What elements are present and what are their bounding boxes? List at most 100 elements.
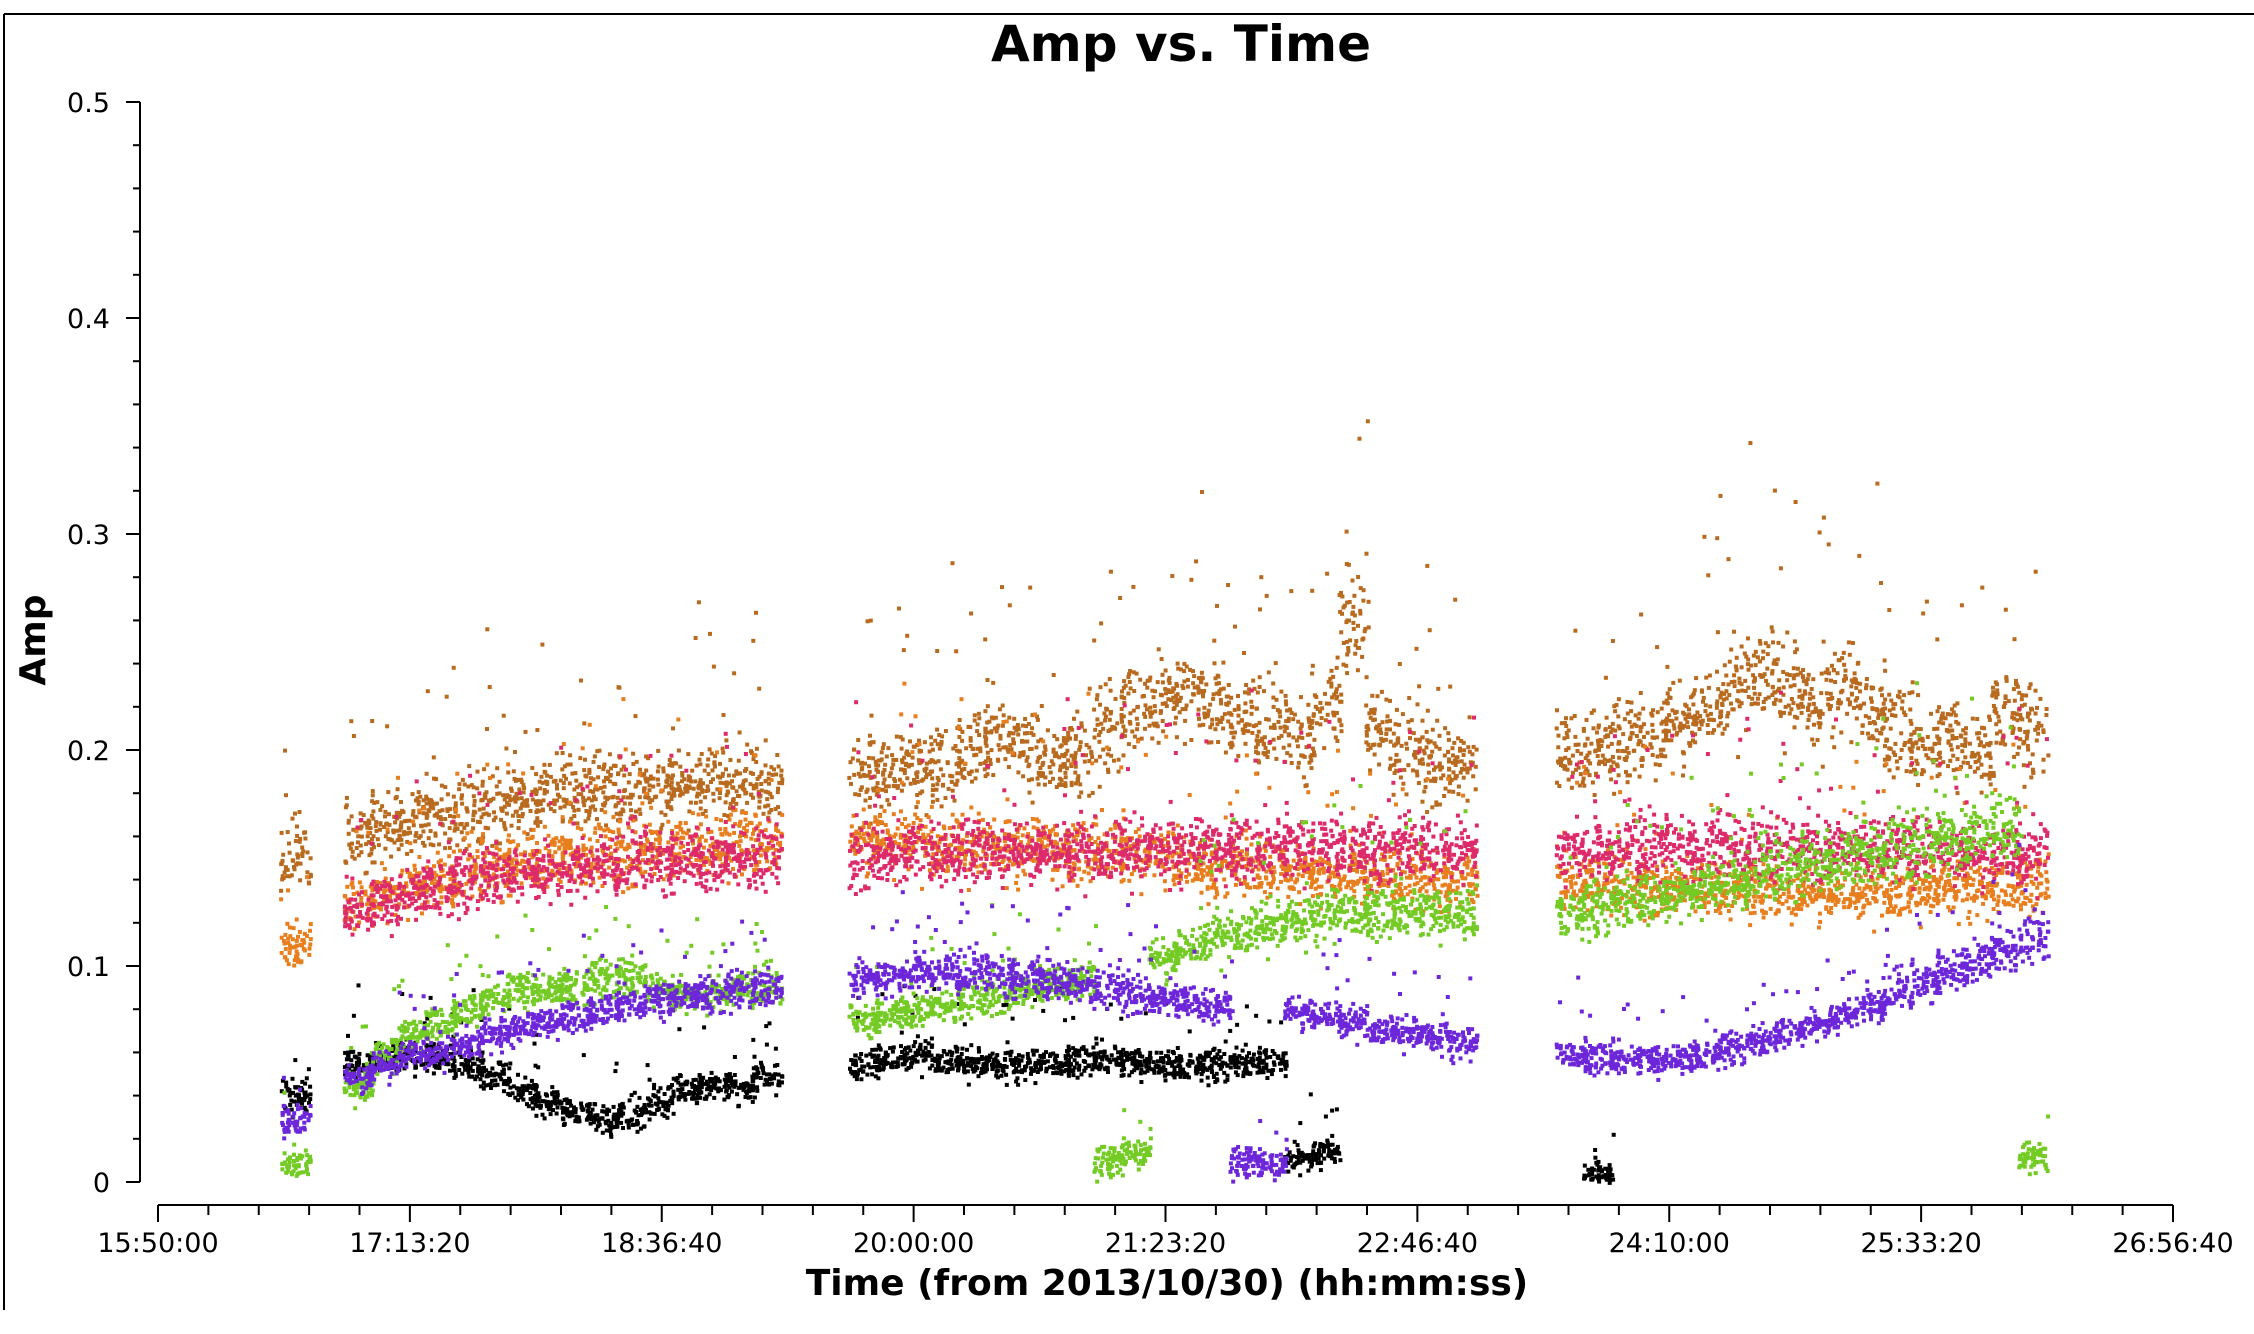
data-point xyxy=(1009,1049,1014,1054)
data-point xyxy=(698,778,703,783)
data-point xyxy=(371,834,376,839)
data-point xyxy=(424,815,429,820)
data-point xyxy=(1154,721,1159,726)
data-point xyxy=(745,742,750,747)
data-point xyxy=(1190,1060,1195,1065)
data-point xyxy=(1001,1003,1006,1008)
data-point xyxy=(1697,727,1702,731)
data-point xyxy=(1807,713,1812,718)
data-point xyxy=(365,1053,370,1058)
data-point xyxy=(685,789,690,794)
data-point xyxy=(1020,739,1024,744)
data-point xyxy=(550,1091,555,1096)
data-point xyxy=(1339,590,1343,595)
data-point xyxy=(710,768,715,773)
data-point xyxy=(1298,1121,1303,1126)
data-point xyxy=(555,798,559,803)
data-point xyxy=(1310,671,1315,676)
data-point xyxy=(1597,759,1602,764)
data-point xyxy=(1128,686,1133,691)
data-point xyxy=(1161,729,1166,734)
data-point xyxy=(1087,793,1092,798)
data-point xyxy=(1093,727,1098,732)
data-point xyxy=(1437,746,1442,751)
data-point xyxy=(1017,1061,1022,1066)
data-point xyxy=(466,784,471,789)
data-point xyxy=(298,861,303,866)
data-point xyxy=(1199,675,1204,680)
data-point xyxy=(468,1066,473,1071)
data-point xyxy=(704,1082,709,1087)
data-point xyxy=(1098,1055,1103,1060)
data-point xyxy=(1873,721,1878,726)
data-point xyxy=(1288,1158,1293,1163)
data-point xyxy=(1258,607,1262,612)
data-point xyxy=(1867,715,1872,720)
data-point xyxy=(745,800,750,805)
data-point xyxy=(560,819,565,824)
data-point xyxy=(698,762,703,767)
data-point xyxy=(279,1089,284,1094)
data-point xyxy=(939,1068,944,1073)
data-point xyxy=(1311,1149,1316,1154)
data-point xyxy=(1130,1061,1135,1066)
data-point xyxy=(1011,731,1016,736)
data-point xyxy=(1638,729,1643,734)
data-point xyxy=(1726,557,1731,562)
data-point xyxy=(1199,679,1204,684)
data-point xyxy=(950,788,955,793)
data-point xyxy=(1010,1016,1015,1021)
data-point xyxy=(1788,684,1793,689)
data-point xyxy=(1264,1062,1269,1067)
data-point xyxy=(663,812,668,817)
data-point xyxy=(714,1086,719,1091)
data-point xyxy=(977,716,982,721)
data-point xyxy=(579,678,583,683)
data-point xyxy=(937,746,942,751)
data-point xyxy=(1313,704,1318,709)
data-point xyxy=(1223,750,1228,755)
data-point xyxy=(1664,718,1669,723)
data-point xyxy=(684,783,689,788)
data-point xyxy=(473,1077,478,1082)
data-point xyxy=(675,1075,680,1080)
data-point xyxy=(551,1108,555,1112)
data-point xyxy=(1330,1142,1335,1147)
data-point xyxy=(1214,1071,1219,1076)
data-point xyxy=(627,772,632,777)
data-point xyxy=(756,1070,761,1075)
data-point xyxy=(401,832,406,837)
data-point xyxy=(1325,571,1330,576)
data-point xyxy=(287,1093,292,1098)
data-point xyxy=(936,778,941,782)
data-point xyxy=(1175,661,1180,666)
data-point xyxy=(957,1059,962,1064)
data-point xyxy=(1909,756,1914,761)
data-point xyxy=(1417,684,1422,689)
data-point xyxy=(280,858,285,863)
data-point xyxy=(1874,707,1879,712)
data-point xyxy=(1000,1068,1005,1073)
data-point xyxy=(1577,760,1582,765)
data-point xyxy=(1847,702,1852,707)
data-point xyxy=(1815,738,1820,742)
data-point xyxy=(544,789,549,794)
data-point xyxy=(1043,775,1048,780)
data-point xyxy=(421,1062,426,1067)
data-point xyxy=(929,1044,934,1049)
data-point xyxy=(516,826,521,831)
data-point xyxy=(1746,694,1751,699)
data-point xyxy=(1211,1059,1216,1064)
data-point xyxy=(1664,733,1669,738)
data-point xyxy=(1001,745,1006,750)
data-point xyxy=(1693,732,1698,737)
data-point xyxy=(602,1109,607,1114)
data-point xyxy=(1078,740,1083,745)
data-point xyxy=(1069,783,1074,788)
data-point xyxy=(524,800,529,805)
data-point xyxy=(1263,752,1268,757)
data-point xyxy=(642,772,647,777)
data-point xyxy=(1695,710,1700,715)
data-point xyxy=(1461,775,1466,780)
data-point xyxy=(1078,744,1083,749)
